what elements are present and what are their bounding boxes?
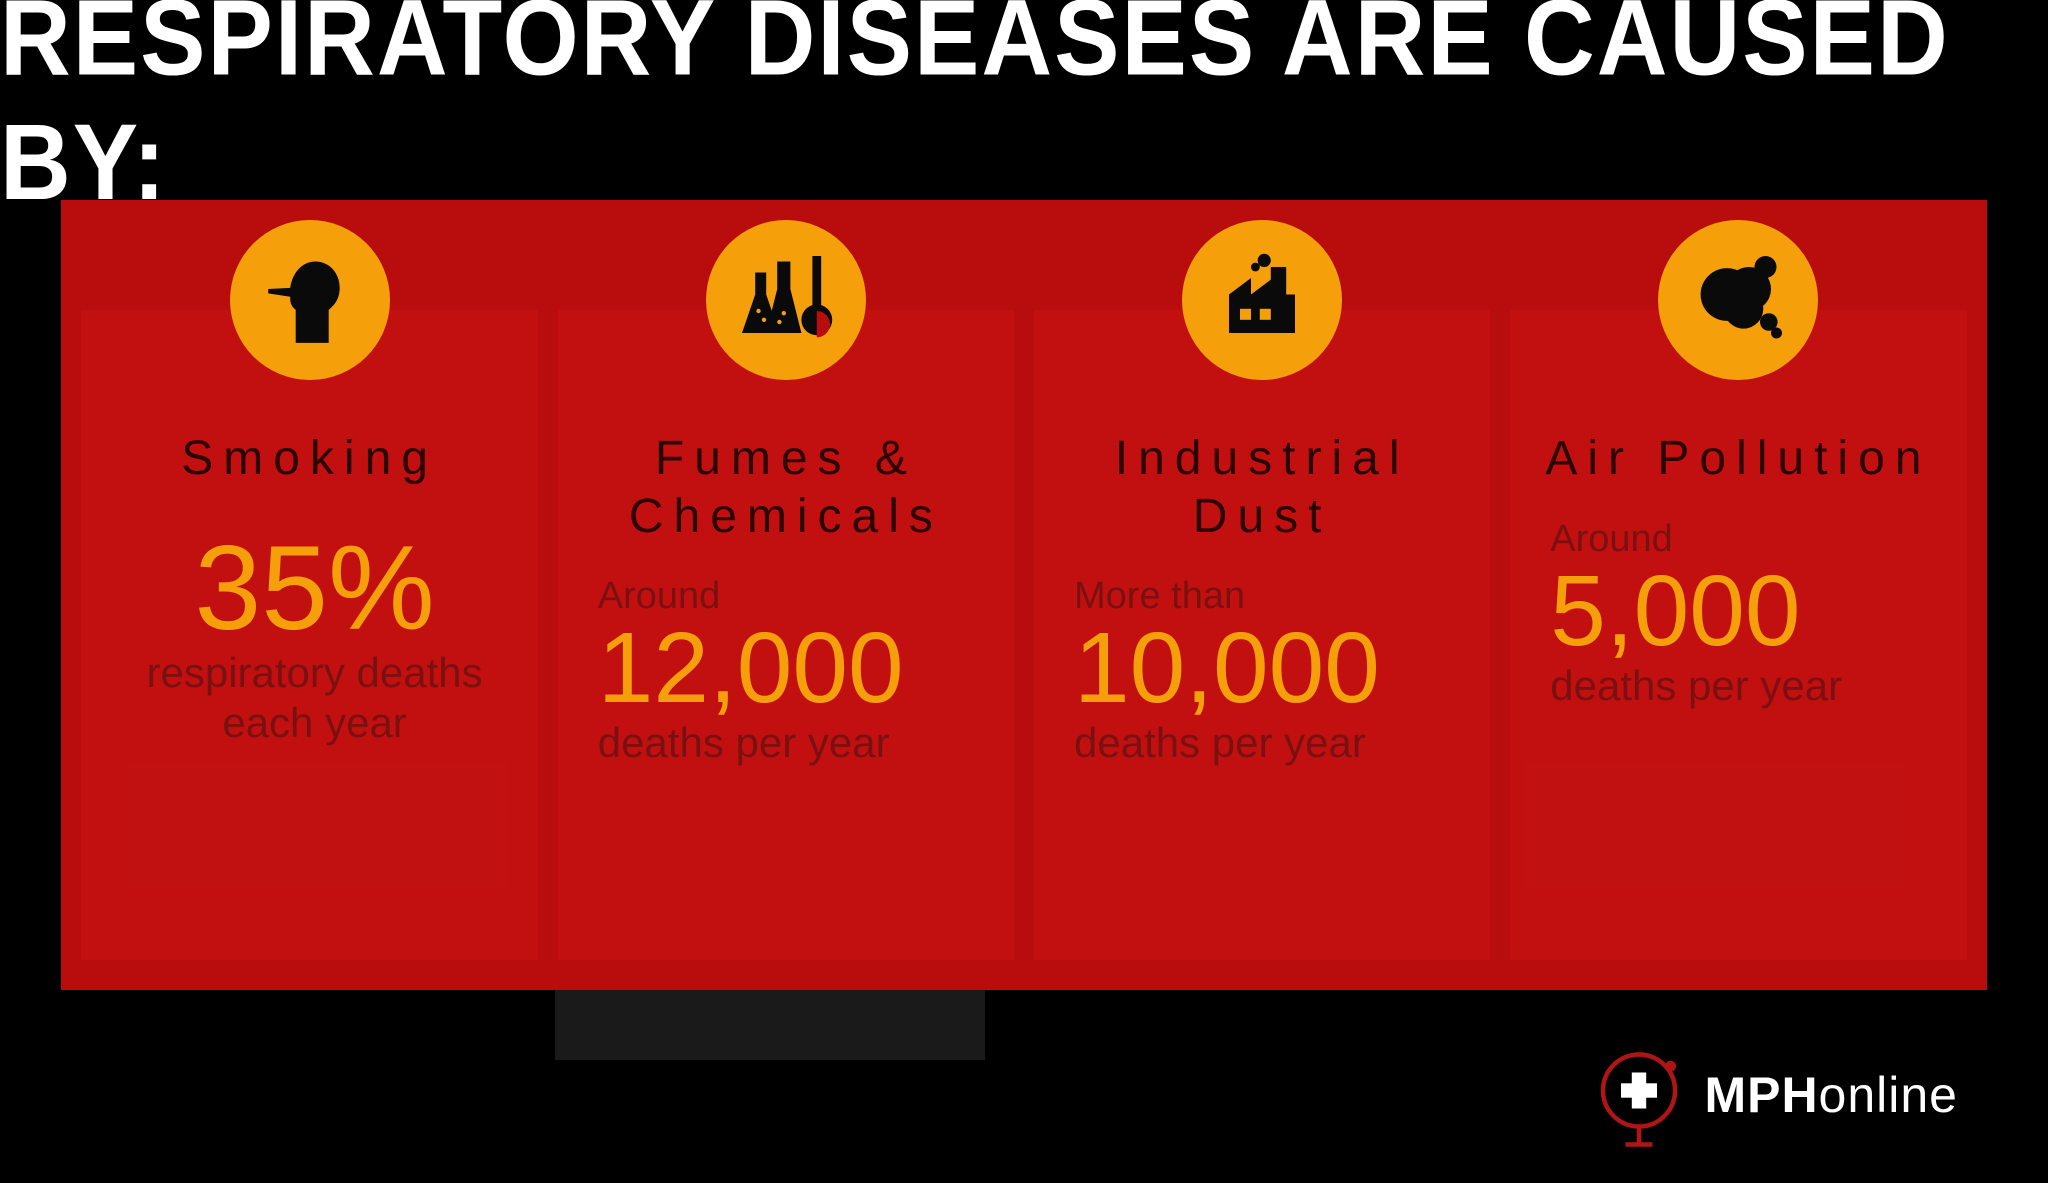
factory-icon [1182, 220, 1342, 380]
brand-bold: MPH [1704, 1066, 1818, 1124]
card-stat: 5,000 [1550, 561, 1936, 661]
card-title: Air Pollution [1540, 430, 1936, 488]
card-title: Fumes & Chemicals [588, 430, 984, 545]
globe-cross-icon [1594, 1050, 1684, 1140]
card-title: Smoking [111, 430, 507, 488]
card-stat: 35% [121, 528, 507, 648]
page-title: RESPIRATORY DISEASES ARE CAUSED BY: [0, 0, 2048, 224]
card-fumes: Fumes & Chemicals Around 12,000 deaths p… [558, 310, 1014, 960]
smoking-icon [230, 220, 390, 380]
card-subtext: deaths per year [598, 718, 984, 768]
card-pollution: Air Pollution Around 5,000 deaths per ye… [1510, 310, 1966, 960]
card-subtext: deaths per year [1074, 718, 1460, 768]
brand-light: online [1819, 1066, 1958, 1124]
footer-accent-box [555, 990, 985, 1060]
card-subtext: respiratory deaths each year [121, 648, 507, 749]
main-panel: Smoking 35% respiratory deaths each year… [61, 200, 1986, 990]
header: RESPIRATORY DISEASES ARE CAUSED BY: [0, 0, 2048, 200]
card-stat: 12,000 [598, 618, 984, 718]
brand-logo: MPHonline [1594, 1050, 1958, 1140]
card-stat: 10,000 [1074, 618, 1460, 718]
footer: MPHonline [0, 990, 2048, 1180]
card-smoking: Smoking 35% respiratory deaths each year [81, 310, 537, 960]
card-title: Industrial Dust [1064, 430, 1460, 545]
brand-text: MPHonline [1704, 1066, 1958, 1124]
flasks-icon [706, 220, 866, 380]
cloud-icon [1658, 220, 1818, 380]
card-subtext: deaths per year [1550, 661, 1936, 711]
card-dust: Industrial Dust More than 10,000 deaths … [1034, 310, 1490, 960]
